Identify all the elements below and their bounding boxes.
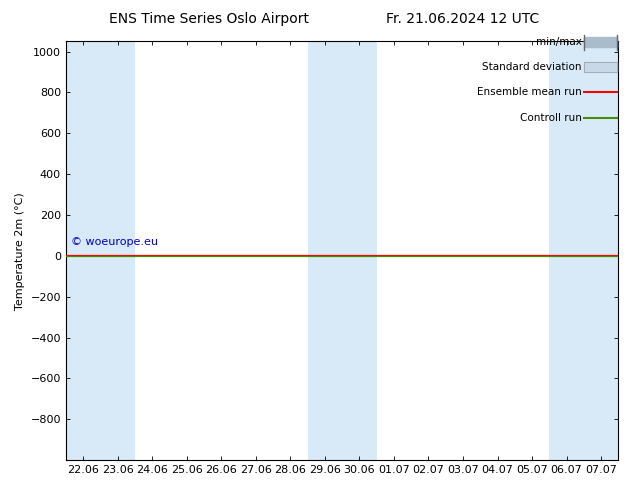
Text: Ensemble mean run: Ensemble mean run xyxy=(477,87,581,98)
Bar xyxy=(307,41,377,460)
Bar xyxy=(66,41,135,460)
Bar xyxy=(584,62,618,73)
Text: © woeurope.eu: © woeurope.eu xyxy=(72,238,158,247)
Y-axis label: Temperature 2m (°C): Temperature 2m (°C) xyxy=(15,192,25,310)
Text: Fr. 21.06.2024 12 UTC: Fr. 21.06.2024 12 UTC xyxy=(386,12,540,26)
Text: min/max: min/max xyxy=(536,37,581,47)
Text: ENS Time Series Oslo Airport: ENS Time Series Oslo Airport xyxy=(109,12,309,26)
Bar xyxy=(549,41,618,460)
Text: Controll run: Controll run xyxy=(519,113,581,122)
Bar xyxy=(584,37,618,47)
Text: Standard deviation: Standard deviation xyxy=(482,62,581,72)
Bar xyxy=(584,62,618,73)
